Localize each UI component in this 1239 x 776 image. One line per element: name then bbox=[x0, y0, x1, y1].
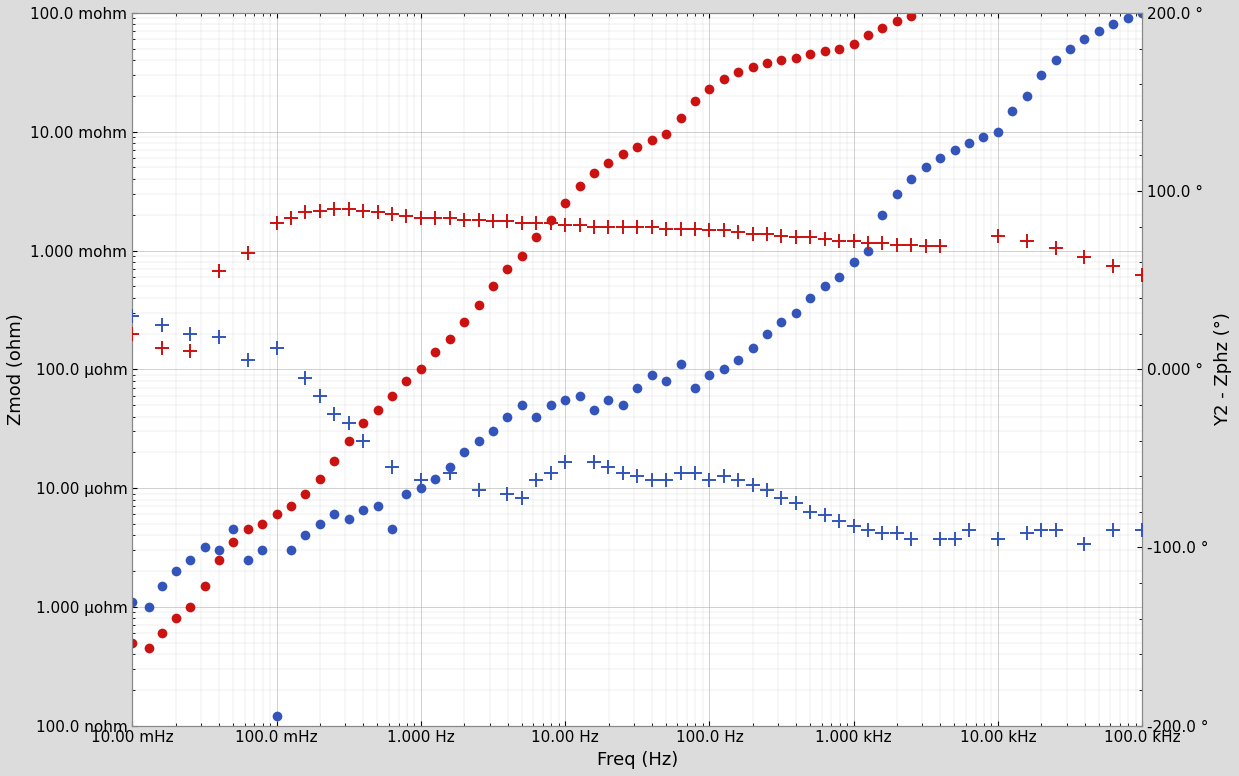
X-axis label: Freq (Hz): Freq (Hz) bbox=[597, 751, 678, 769]
Y-axis label: Zmod (ohm): Zmod (ohm) bbox=[7, 314, 25, 425]
Y-axis label: Y2 - Zphz (°): Y2 - Zphz (°) bbox=[1214, 313, 1232, 426]
